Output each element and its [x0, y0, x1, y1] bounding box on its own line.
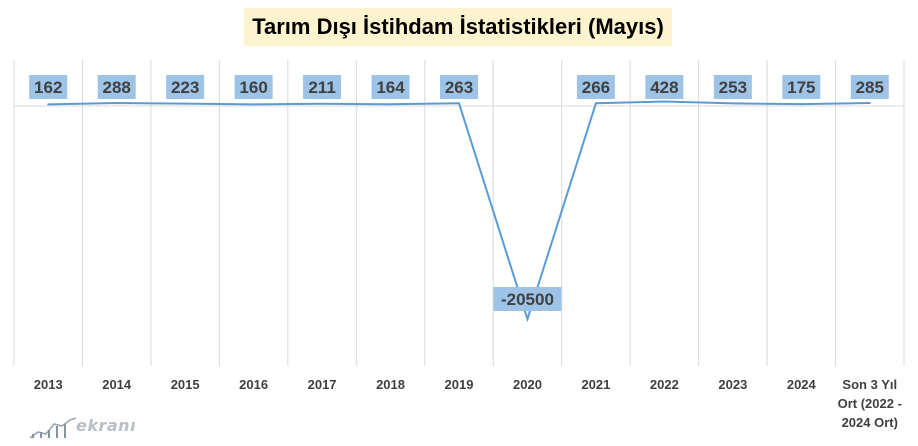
- x-tick-label: Son 3 Yıl Ort (2022 -2024 Ort): [838, 377, 902, 430]
- x-tick-label: 2020: [513, 377, 542, 392]
- data-label: 428: [650, 78, 678, 97]
- data-label: -20500: [501, 290, 554, 309]
- data-label: 288: [103, 78, 131, 97]
- logo-text: ekranı: [76, 416, 137, 435]
- x-tick-label: 2019: [445, 377, 474, 392]
- x-tick-label: 2021: [581, 377, 610, 392]
- x-tick-label: 2022: [650, 377, 679, 392]
- data-point: [594, 102, 597, 105]
- data-label: 175: [787, 78, 815, 97]
- data-label-box: [713, 75, 752, 99]
- x-tick-label: 2013: [34, 377, 63, 392]
- x-tick-label: 2014: [102, 377, 132, 392]
- data-point: [868, 102, 871, 105]
- data-point: [184, 102, 187, 105]
- brand-logo: ekranı: [18, 410, 148, 440]
- x-tick-label: 2024: [787, 377, 817, 392]
- chart-title: Tarım Dışı İstihdam İstatistikleri (Mayı…: [252, 14, 664, 39]
- data-label: 160: [239, 78, 267, 97]
- x-axis-ticks: 2013 2014 2015 2016 2017 2018 2019 2020 2021 2022…: [34, 377, 902, 430]
- data-point: [663, 100, 666, 103]
- data-label-box: [645, 75, 684, 99]
- data-label: 211: [308, 78, 335, 97]
- data-label-box: [576, 75, 615, 99]
- data-label: 263: [445, 78, 473, 97]
- x-tick-label: 2023: [718, 377, 747, 392]
- data-point: [115, 102, 118, 105]
- data-point: [458, 102, 460, 105]
- data-label-box: [234, 75, 273, 99]
- data-label-box: [440, 75, 478, 99]
- data-point: [252, 103, 255, 106]
- data-label-box: [850, 75, 889, 99]
- data-label-box: [782, 75, 821, 99]
- data-point: [321, 102, 324, 105]
- data-label-box: [371, 75, 410, 99]
- series-line: [48, 100, 870, 323]
- data-label: 223: [171, 78, 199, 97]
- x-tick-label: 2015: [171, 377, 200, 392]
- data-point: [731, 102, 734, 105]
- data-label: 253: [719, 78, 747, 97]
- series-layer: [47, 100, 871, 323]
- x-tick-label: 2018: [376, 377, 405, 392]
- data-label: 285: [856, 78, 884, 97]
- data-point: [800, 103, 803, 106]
- data-label-box: [166, 75, 205, 99]
- data-label-layer: 162 288 223 160 211 164 263 -20500 266 428 253 175 2…: [29, 75, 889, 311]
- data-point: [526, 318, 529, 320]
- chart-line-logo-icon: [29, 417, 77, 439]
- data-label-box: [29, 75, 68, 99]
- data-label-box: [303, 75, 342, 99]
- data-point: [389, 103, 392, 106]
- data-point: [47, 103, 50, 106]
- x-tick-label: 2016: [239, 377, 268, 392]
- chart-title-box: Tarım Dışı İstihdam İstatistikleri (Mayı…: [244, 8, 672, 46]
- x-tick-label: 2017: [308, 377, 337, 392]
- data-label: 162: [34, 78, 62, 97]
- data-label-box: [97, 75, 136, 99]
- grid-layer: [13, 60, 905, 366]
- data-label-box: [493, 287, 562, 311]
- data-label: 164: [376, 78, 405, 97]
- data-label: 266: [582, 78, 610, 97]
